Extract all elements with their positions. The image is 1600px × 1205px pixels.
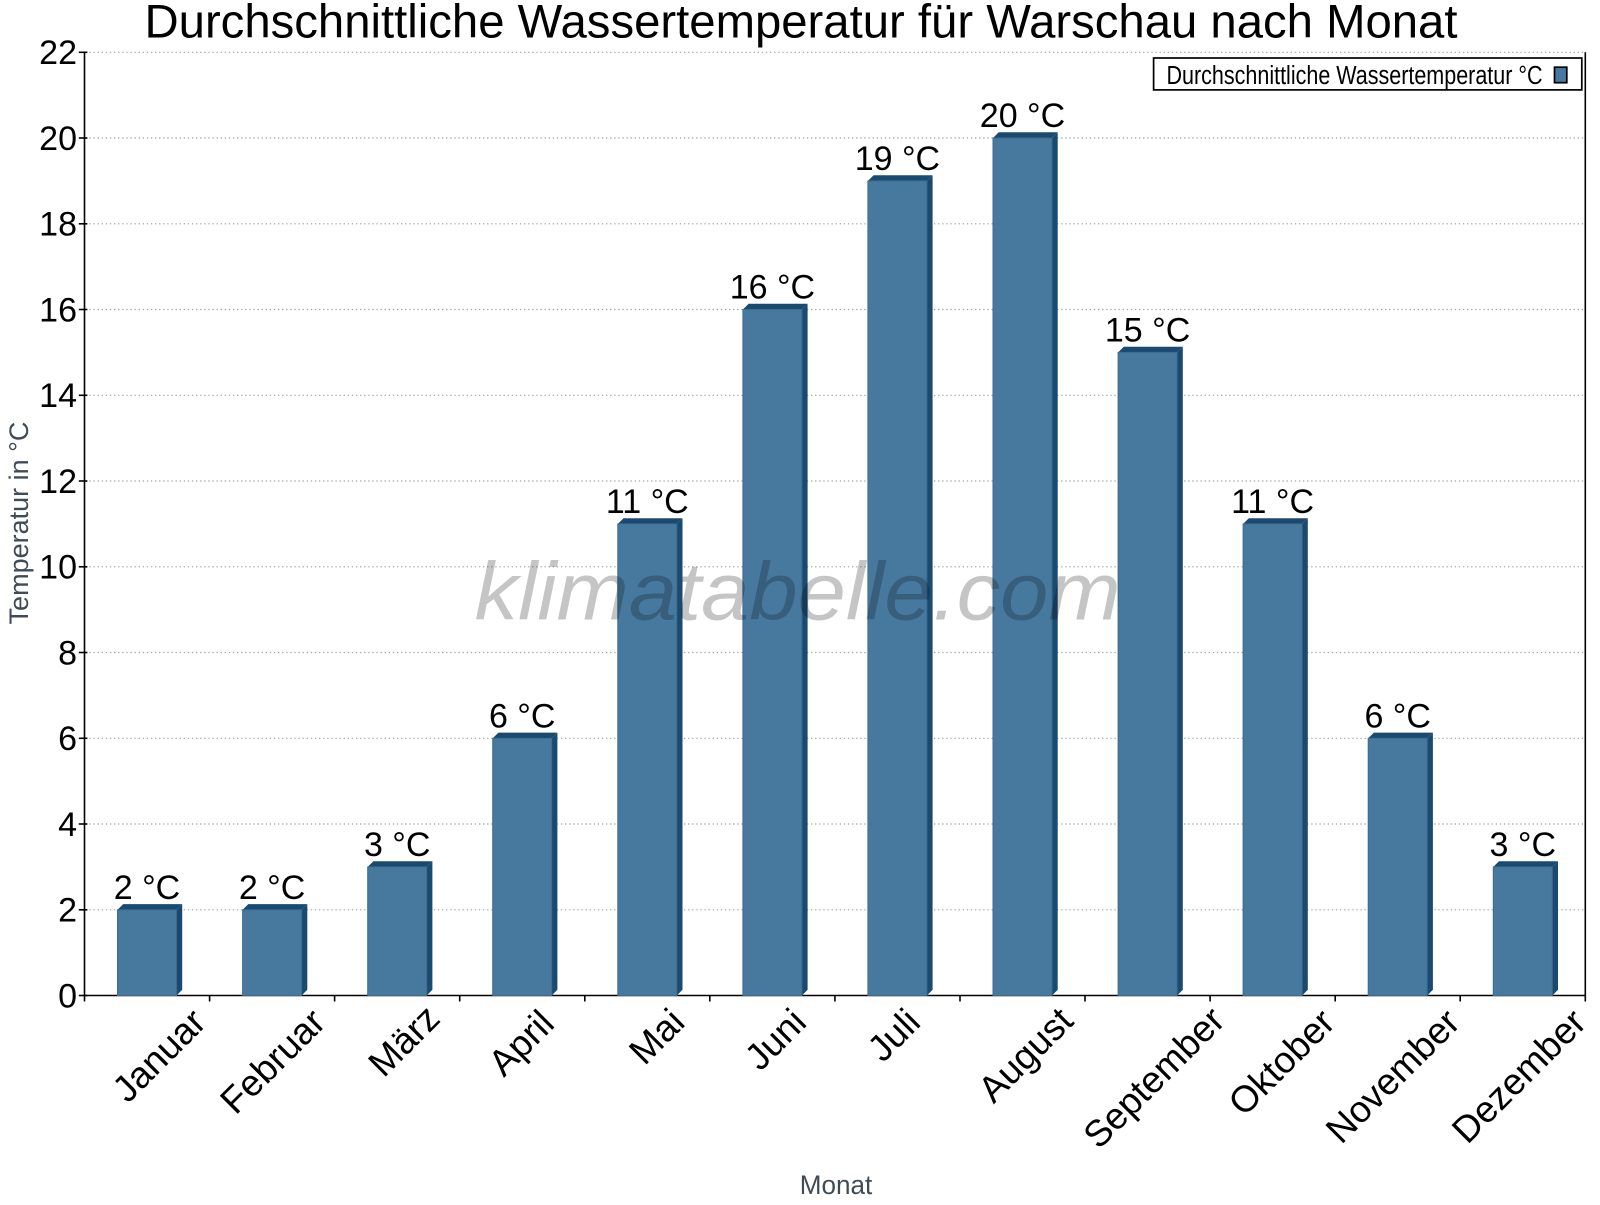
svg-text:Temperatur in °C: Temperatur in °C: [4, 422, 34, 625]
svg-text:8: 8: [58, 634, 77, 672]
svg-text:2 °C: 2 °C: [114, 869, 181, 907]
svg-text:2: 2: [58, 892, 77, 930]
svg-text:6 °C: 6 °C: [1364, 697, 1431, 735]
svg-text:12: 12: [39, 463, 77, 501]
svg-text:4: 4: [58, 806, 77, 844]
svg-text:11 °C: 11 °C: [1231, 483, 1314, 521]
svg-text:klimatabelle.com: klimatabelle.com: [475, 547, 1121, 638]
svg-text:Durchschnittliche Wassertemper: Durchschnittliche Wassertemperatur °C: [1167, 62, 1543, 90]
svg-text:6: 6: [58, 720, 77, 758]
svg-text:16 °C: 16 °C: [730, 269, 815, 307]
svg-text:2 °C: 2 °C: [239, 869, 306, 907]
svg-text:15 °C: 15 °C: [1105, 311, 1190, 349]
svg-text:0: 0: [58, 977, 77, 1015]
svg-text:20: 20: [39, 120, 77, 158]
svg-text:11 °C: 11 °C: [606, 483, 689, 521]
svg-text:16: 16: [39, 291, 77, 329]
svg-text:10: 10: [39, 549, 77, 587]
svg-text:18: 18: [39, 206, 77, 244]
svg-text:14: 14: [39, 377, 77, 415]
svg-text:22: 22: [39, 34, 77, 72]
svg-text:6 °C: 6 °C: [489, 697, 556, 735]
svg-text:20 °C: 20 °C: [980, 97, 1065, 135]
svg-text:19 °C: 19 °C: [855, 140, 940, 178]
svg-text:Durchschnittliche Wassertemper: Durchschnittliche Wassertemperatur für W…: [145, 0, 1458, 48]
svg-text:3 °C: 3 °C: [364, 826, 431, 864]
svg-text:Monat: Monat: [800, 1170, 873, 1200]
svg-text:3 °C: 3 °C: [1490, 826, 1557, 864]
